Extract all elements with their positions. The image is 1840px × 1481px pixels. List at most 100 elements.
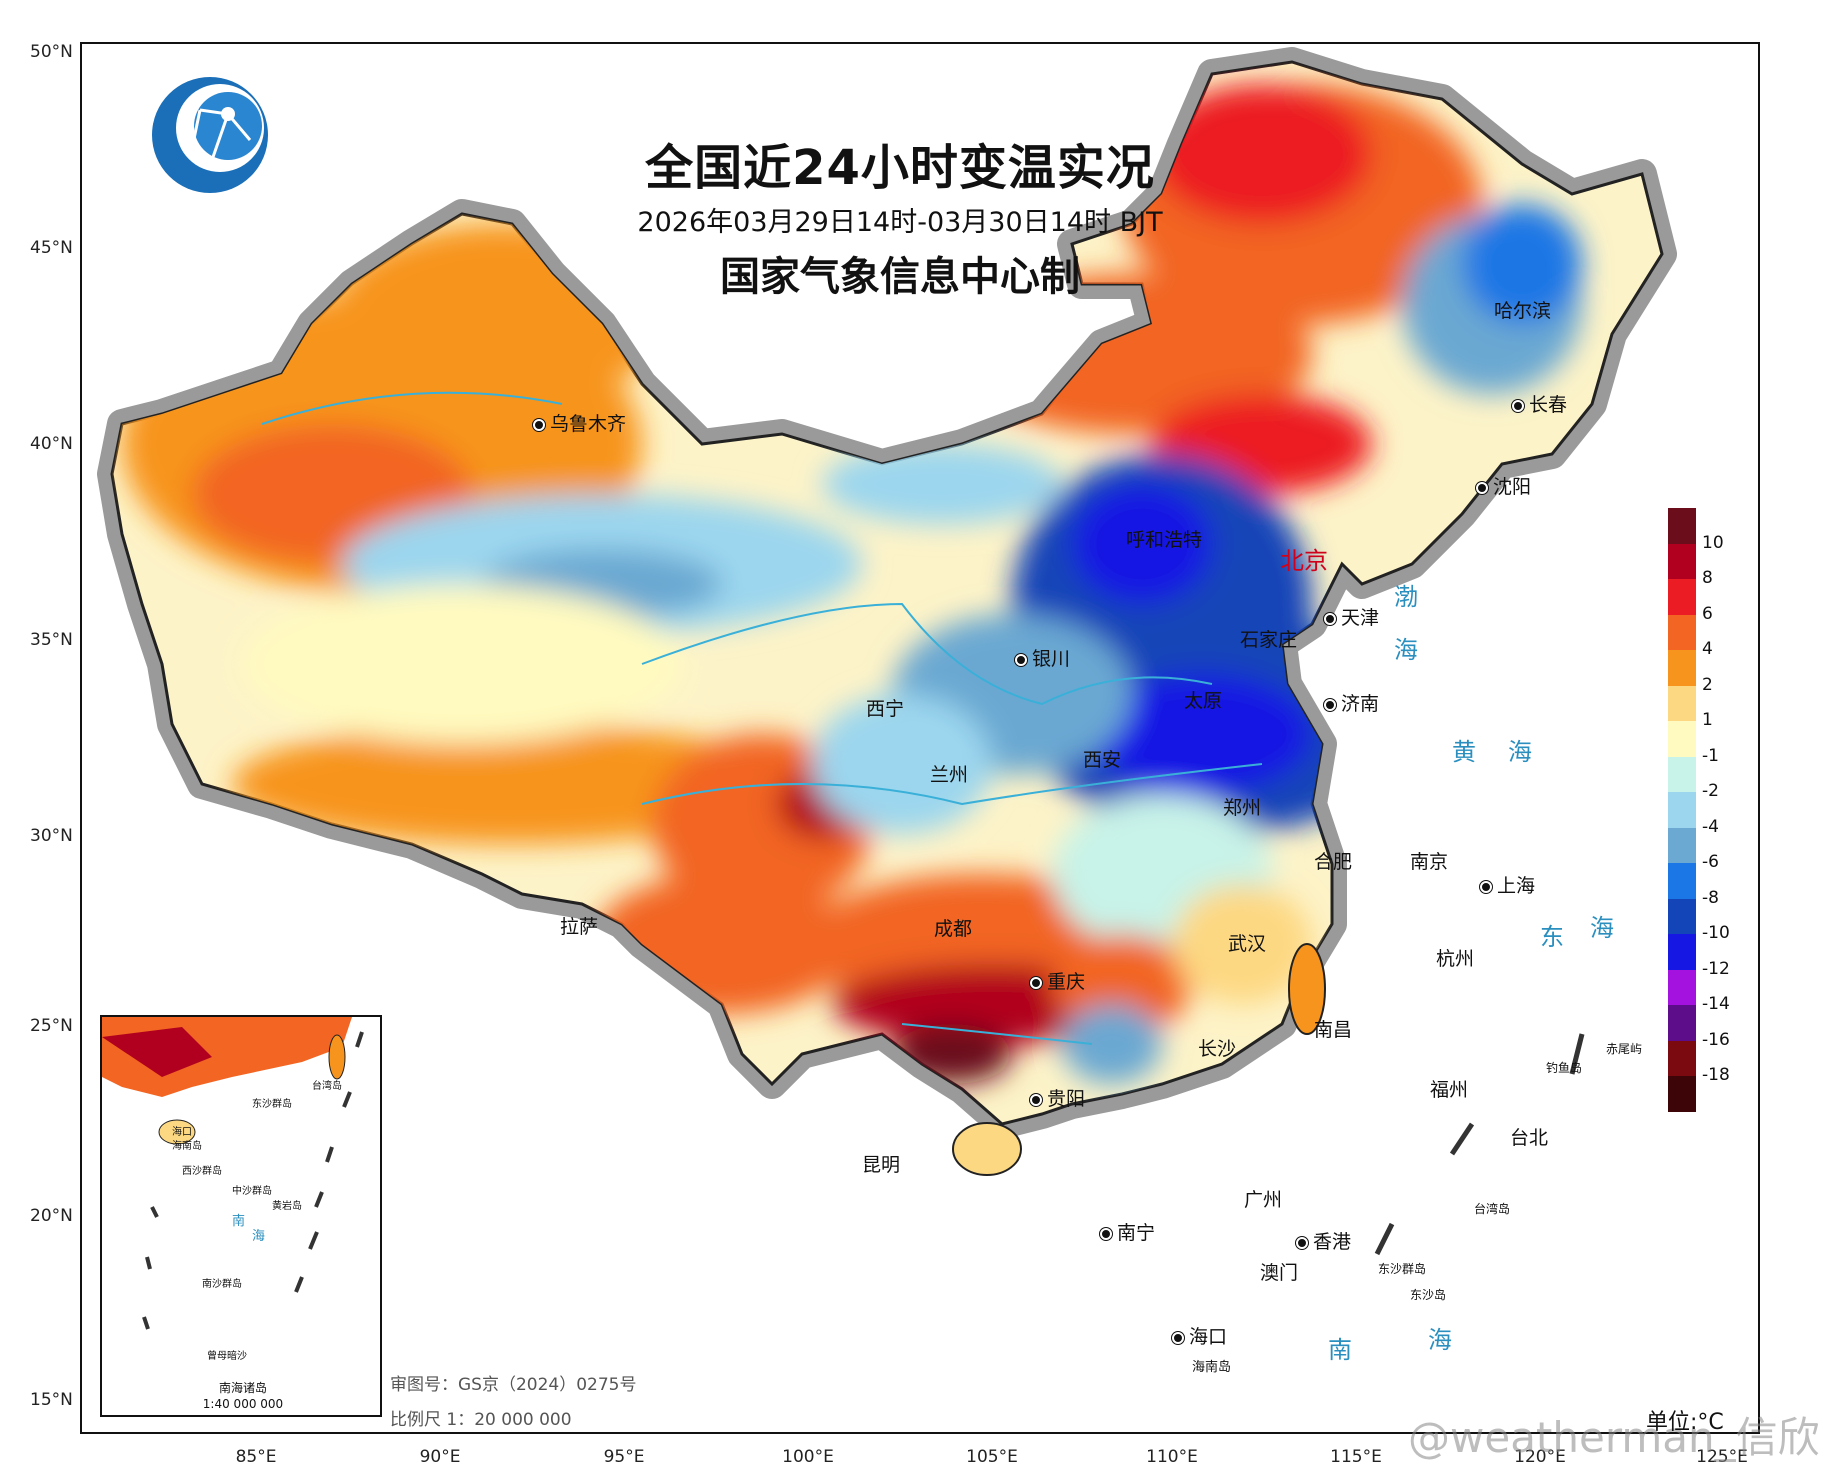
inset-label: 中沙群岛 (232, 1186, 272, 1197)
lat-label: 35°N (30, 630, 73, 650)
city-chongqing: 重庆 (1030, 967, 1085, 994)
legend-tick-label: -4 (1702, 816, 1719, 837)
map-title: 全国近24小时变温实况 (645, 140, 1155, 196)
unit-label: 单位:°C (1646, 1410, 1724, 1435)
legend-tick-label: 8 (1702, 568, 1713, 588)
inset-label: 曾母暗沙 (207, 1351, 247, 1362)
sea-south: 海 (1428, 1326, 1452, 1354)
map-approval-number: 审图号：GS京（2024）0275号 (390, 1375, 637, 1395)
city-harbin: 哈尔滨 (1494, 300, 1552, 322)
legend-tick-label: -2 (1702, 781, 1719, 801)
city-changchun: 长春 (1512, 390, 1567, 417)
lat-label: 25°N (30, 1016, 73, 1036)
sea-bohai: 渤 (1394, 583, 1418, 611)
legend-swatch (1668, 827, 1696, 863)
legend-tick-label: -16 (1702, 1029, 1730, 1050)
inset-label: 南沙群岛 (202, 1279, 242, 1290)
legend-swatch (1668, 934, 1696, 970)
legend-tick-label: 4 (1702, 639, 1713, 659)
legend-colorbar (1668, 508, 1696, 1112)
legend-swatch (1668, 756, 1696, 792)
map-frame (80, 42, 1760, 1434)
city-guangzhou: 广州 (1244, 1189, 1283, 1211)
city-jinan: 济南 (1324, 689, 1379, 716)
city-beijing: 北京 (1280, 547, 1328, 575)
lon-label: 95°E (603, 1447, 645, 1467)
city-hongkong: 香港 (1296, 1227, 1351, 1254)
city-tianjin: 天津 (1324, 603, 1379, 630)
map-scale: 比例尺 1：20 000 000 (390, 1410, 572, 1430)
legend-swatch (1668, 614, 1696, 650)
lon-label: 100°E (782, 1447, 834, 1467)
temperature-change-map (82, 44, 1760, 1256)
city-dot-icon (1324, 612, 1336, 625)
legend-tick-label: 10 (1702, 532, 1724, 553)
city-haikou: 海口 (1172, 1322, 1227, 1349)
inset-label: 西沙群岛 (182, 1166, 222, 1177)
legend-swatch (1668, 650, 1696, 686)
city-hefei: 合肥 (1314, 851, 1353, 873)
sea-yellow: 黄 (1452, 738, 1476, 766)
legend-swatch (1668, 863, 1696, 899)
legend-tick-label: -10 (1702, 923, 1730, 943)
inset-label: 黄岩岛 (272, 1201, 302, 1212)
legend-tick-label: -1 (1702, 745, 1719, 766)
legend-swatch (1668, 543, 1696, 579)
legend-swatch (1668, 721, 1696, 757)
city-dot-icon (1512, 399, 1524, 412)
legend-swatch (1668, 1040, 1696, 1076)
legend-tick-label: -6 (1702, 852, 1719, 872)
south-china-sea-inset: 海口 海南岛 台湾岛 东沙群岛 西沙群岛 中沙群岛 南 海 黄岩岛 南沙群岛 曾… (100, 1015, 382, 1417)
city-yinchuan: 银川 (1015, 644, 1070, 671)
lon-label: 85°E (235, 1447, 277, 1467)
legend-tick-label: -14 (1702, 994, 1730, 1014)
island-hainan: 海南岛 (1192, 1360, 1232, 1375)
city-zhengzhou: 郑州 (1223, 797, 1262, 819)
inset-label: 台湾岛 (312, 1081, 342, 1092)
city-dot-icon (533, 418, 545, 431)
inset-scale: 1:40 000 000 (202, 1397, 284, 1411)
sea-bohai: 海 (1394, 636, 1418, 664)
legend-tick-label: 1 (1702, 710, 1713, 730)
legend-swatch (1668, 579, 1696, 615)
city-shenyang: 沈阳 (1476, 472, 1531, 499)
city-urumqi: 乌鲁木齐 (533, 409, 626, 436)
lat-label: 15°N (30, 1390, 73, 1410)
legend-tick-label: -12 (1702, 958, 1730, 979)
city-taiyuan: 太原 (1184, 690, 1223, 712)
city-dot-icon (1030, 1093, 1042, 1106)
city-shijiazhuang: 石家庄 (1240, 629, 1298, 651)
city-nanning: 南宁 (1100, 1218, 1155, 1245)
inset-label: 东沙群岛 (252, 1099, 292, 1110)
city-fuzhou: 福州 (1430, 1079, 1469, 1101)
city-dot-icon (1324, 698, 1336, 711)
city-changsha: 长沙 (1198, 1038, 1237, 1060)
lat-label: 20°N (30, 1206, 73, 1226)
legend-swatch (1668, 969, 1696, 1005)
lon-label: 115°E (1330, 1447, 1382, 1467)
city-dot-icon (1172, 1331, 1184, 1344)
lon-label: 110°E (1146, 1447, 1198, 1467)
island-dongsha: 东沙岛 (1410, 1288, 1447, 1302)
city-hohhot: 呼和浩特 (1126, 529, 1203, 551)
weibo-watermark: @weatherman_信欣 (1408, 1413, 1820, 1462)
legend-swatch (1668, 685, 1696, 721)
legend-tick-label: -18 (1702, 1065, 1730, 1085)
legend-swatch (1668, 1076, 1696, 1112)
cma-globe-logo (152, 77, 268, 193)
sea-yellow: 海 (1508, 738, 1532, 766)
title-block: 全国近24小时变温实况 2026年03月29日14时-03月30日14时 BJT… (620, 0, 1180, 320)
city-hangzhou: 杭州 (1436, 948, 1475, 970)
legend-swatch (1668, 898, 1696, 934)
inset-label: 海口 (172, 1127, 192, 1138)
city-dot-icon (1476, 481, 1488, 494)
lat-label: 45°N (30, 238, 73, 258)
city-dot-icon (1100, 1227, 1112, 1240)
lat-label: 40°N (30, 434, 73, 454)
legend-swatch (1668, 1005, 1696, 1041)
map-issuer: 国家气象信息中心制 (720, 254, 1080, 300)
inset-label: 海南岛 (172, 1141, 202, 1152)
sea-east: 东 (1540, 923, 1564, 951)
sea-south: 南 (1328, 1336, 1352, 1364)
city-dot-icon (1296, 1236, 1308, 1249)
